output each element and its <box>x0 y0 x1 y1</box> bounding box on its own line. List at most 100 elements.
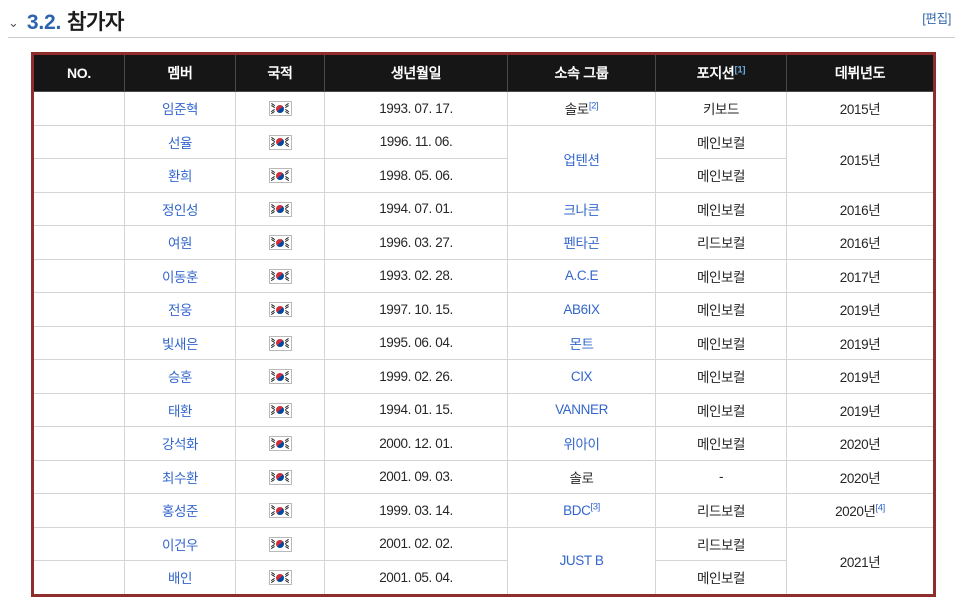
cell-member-link[interactable]: 강석화 <box>161 437 199 453</box>
cell-debut: 2019년 <box>786 325 935 360</box>
column-header-label: 데뷔년도 <box>834 65 886 81</box>
cell-debut: 2016년 <box>786 225 935 260</box>
cell-group-link[interactable]: AB6IX <box>563 301 600 317</box>
reference-link[interactable]: [4] <box>875 502 886 514</box>
cell-birthdate-text: 1993. 07. 17. <box>379 100 453 116</box>
korea-flag-icon <box>268 570 292 586</box>
cell-debut: 2019년 <box>786 292 935 327</box>
cell-member[interactable]: 홍성준 <box>124 493 236 528</box>
column-header-member: 멤버 <box>124 53 236 92</box>
cell-position-text: 리드보컬 <box>696 504 746 520</box>
cell-member-link[interactable]: 빛새은 <box>161 336 199 352</box>
korea-flag-icon <box>268 235 292 251</box>
cell-birthdate-text: 1994. 07. 01. <box>379 201 453 217</box>
edit-section-link[interactable]: [편집] <box>922 12 951 26</box>
cell-group[interactable]: CIX <box>507 359 656 394</box>
cell-nationality <box>235 526 325 561</box>
table-row: 승훈 1999. 02. 26. CIX 메인보컬 2019년 <box>32 359 935 394</box>
cell-group[interactable]: VANNER <box>507 392 656 427</box>
cell-member-link[interactable]: 태환 <box>167 403 193 419</box>
cell-debut: 2016년 <box>786 191 935 226</box>
cell-member-link[interactable]: 전웅 <box>167 303 193 319</box>
cell-member[interactable]: 최수환 <box>124 459 236 494</box>
cell-birthdate: 1999. 03. 14. <box>324 493 508 528</box>
cell-group-link[interactable]: 업텐션 <box>563 152 600 168</box>
cell-debut-text: 2020년 <box>839 470 881 486</box>
cell-member-link[interactable]: 배인 <box>167 571 193 587</box>
cell-debut-text: 2020년 <box>835 504 876 520</box>
cell-birthdate-text: 2001. 09. 03. <box>379 469 453 485</box>
cell-group-link[interactable]: A.C.E <box>564 268 599 284</box>
cell-group[interactable]: A.C.E <box>507 258 656 293</box>
cell-member[interactable]: 이동훈 <box>124 258 236 293</box>
cell-group[interactable]: AB6IX <box>507 292 656 327</box>
cell-member[interactable]: 여원 <box>124 225 236 260</box>
cell-group[interactable]: BDC[3] <box>507 493 656 528</box>
cell-group[interactable]: 크나큰 <box>507 191 656 226</box>
column-header-label: 멤버 <box>167 65 193 81</box>
cell-member[interactable]: 배인 <box>124 560 236 596</box>
chevron-down-icon[interactable]: ⌄ <box>8 15 19 30</box>
table-body: 임준혁 1993. 07. 17. 솔로[2] 키보드 2015년 선율 1996. 11.… <box>32 91 935 596</box>
cell-group: 솔로[2] <box>507 91 656 126</box>
reference-link[interactable]: [1] <box>734 64 746 76</box>
cell-member[interactable]: 선율 <box>124 124 236 159</box>
korea-flag-icon <box>268 436 292 452</box>
cell-member-link[interactable]: 선율 <box>167 135 193 151</box>
cell-debut: 2017년 <box>786 258 935 293</box>
cell-position: 리드보컬 <box>655 225 787 260</box>
cell-position-text: 메인보컬 <box>696 336 746 352</box>
cell-debut-text: 2019년 <box>839 403 881 419</box>
cell-group[interactable]: JUST B <box>507 526 656 596</box>
cell-group-link[interactable]: 펜타곤 <box>563 236 600 252</box>
cell-member[interactable]: 강석화 <box>124 426 236 461</box>
cell-member-link[interactable]: 최수환 <box>161 470 199 486</box>
cell-member-link[interactable]: 환희 <box>167 169 193 185</box>
cell-group-link[interactable]: BDC <box>563 502 591 518</box>
cell-member-link[interactable]: 임준혁 <box>161 102 199 118</box>
cell-member-link[interactable]: 정인성 <box>161 202 199 218</box>
cell-group-link[interactable]: 몬트 <box>569 336 594 352</box>
korea-flag-icon <box>268 134 292 150</box>
cell-member-link[interactable]: 이동훈 <box>161 269 199 285</box>
cell-position-text: 메인보컬 <box>696 269 746 285</box>
cell-member-link[interactable]: 홍성준 <box>161 504 199 520</box>
cell-birthdate: 1996. 03. 27. <box>324 225 508 260</box>
korea-flag-icon <box>268 302 292 318</box>
column-header-label: 국적 <box>267 65 293 81</box>
table-row: 정인성 1994. 07. 01. 크나큰 메인보컬 2016년 <box>32 191 935 226</box>
cell-group-link[interactable]: 크나큰 <box>563 202 600 218</box>
reference-link[interactable]: [2] <box>588 100 599 112</box>
cell-debut-text: 2021년 <box>839 554 881 570</box>
cell-group-link[interactable]: CIX <box>570 368 593 384</box>
cell-member-link[interactable]: 승훈 <box>167 370 193 386</box>
cell-member[interactable]: 정인성 <box>124 191 236 226</box>
table-header-row: NO. 멤버 국적 생년월일 소속 그룹 포지션[1] 데뷔년도 <box>32 53 935 92</box>
cell-position-text: 메인보컬 <box>696 202 746 218</box>
cell-group[interactable]: 펜타곤 <box>507 225 656 260</box>
cell-member[interactable]: 환희 <box>124 158 236 193</box>
cell-group-link[interactable]: 위아이 <box>563 437 600 453</box>
cell-member[interactable]: 이건우 <box>124 526 236 561</box>
cell-group-link[interactable]: VANNER <box>555 402 608 418</box>
cell-debut-text: 2019년 <box>839 370 881 386</box>
cell-no <box>32 359 125 394</box>
cell-member[interactable]: 승훈 <box>124 359 236 394</box>
cell-position: - <box>655 459 787 494</box>
cell-member[interactable]: 빛새은 <box>124 325 236 360</box>
table-row: 여원 1996. 03. 27. 펜타곤 리드보컬 2016년 <box>32 225 935 260</box>
table-header: NO. 멤버 국적 생년월일 소속 그룹 포지션[1] 데뷔년도 <box>32 53 935 92</box>
cell-nationality <box>235 392 325 427</box>
cell-group[interactable]: 업텐션 <box>507 124 656 193</box>
cell-nationality <box>235 493 325 528</box>
cell-member[interactable]: 임준혁 <box>124 91 236 126</box>
cell-position-text: 메인보컬 <box>696 370 746 386</box>
reference-link[interactable]: [3] <box>590 501 600 513</box>
cell-member[interactable]: 전웅 <box>124 292 236 327</box>
cell-group[interactable]: 위아이 <box>507 426 656 461</box>
cell-group[interactable]: 몬트 <box>507 325 656 360</box>
cell-member[interactable]: 태환 <box>124 392 236 427</box>
cell-member-link[interactable]: 이건우 <box>161 537 199 553</box>
cell-member-link[interactable]: 여원 <box>167 236 193 252</box>
cell-group-link[interactable]: JUST B <box>559 553 604 568</box>
